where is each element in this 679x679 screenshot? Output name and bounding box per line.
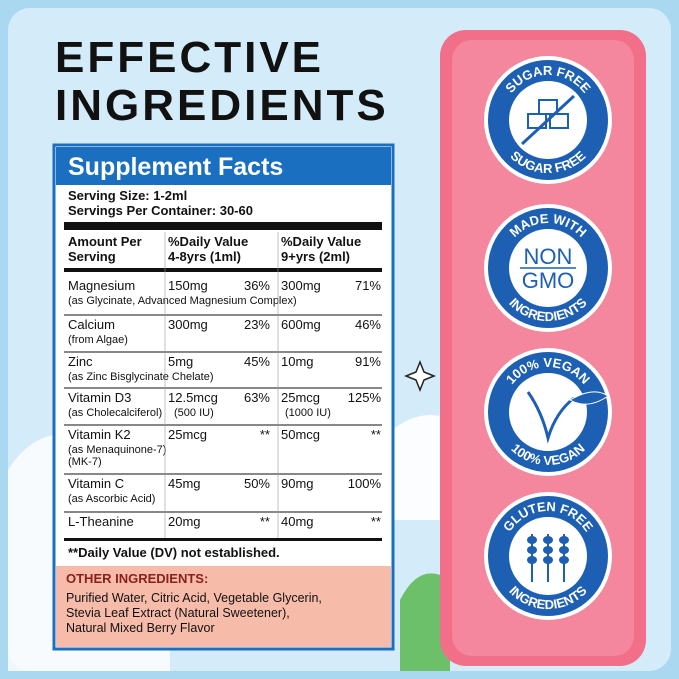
nutrient-note: (as Ascorbic Acid) — [68, 493, 155, 505]
amount: 50mcg — [281, 427, 320, 442]
wheat-grain — [543, 556, 553, 564]
daily-value: 100% — [348, 476, 382, 491]
column-header: 9+yrs (2ml) — [281, 249, 350, 264]
daily-value: ** — [371, 514, 381, 529]
nutrient-name: Zinc — [68, 354, 93, 369]
other-ingredients-bg — [56, 566, 391, 647]
no-sign — [520, 94, 576, 146]
daily-value: 91% — [355, 354, 381, 369]
wheat-grain — [527, 546, 537, 554]
amount: 300mg — [281, 278, 321, 293]
column-header: 4-8yrs (1ml) — [168, 249, 241, 264]
daily-value: ** — [371, 427, 381, 442]
nutrient-name: Magnesium — [68, 278, 135, 293]
nutrient-note: (from Algae) — [68, 334, 128, 346]
column-header: %Daily Value — [281, 234, 361, 249]
amount-note: (1000 IU) — [285, 407, 331, 419]
nutrient-name: Vitamin K2 — [68, 427, 131, 442]
nutrient-name: Vitamin C — [68, 476, 124, 491]
title: EFFECTIVE — [55, 33, 324, 82]
wheat-grain — [543, 546, 553, 554]
wheat-grain — [559, 556, 569, 564]
amount: 90mg — [281, 476, 314, 491]
amount: 150mg — [168, 278, 208, 293]
amount-note: (500 IU) — [174, 407, 214, 419]
daily-value: 36% — [244, 278, 270, 293]
facts-header-bar — [56, 147, 391, 185]
badge-center-text: NON — [524, 244, 573, 269]
footnote: **Daily Value (DV) not established. — [68, 545, 280, 560]
amount: 300mg — [168, 317, 208, 332]
badge-panel-inner — [452, 40, 634, 656]
other-ingredients-heading: OTHER INGREDIENTS: — [66, 571, 208, 586]
amount: 40mg — [281, 514, 314, 529]
facts-header: Supplement Facts — [68, 153, 283, 181]
nutrient-name: L-Theanine — [68, 514, 134, 529]
sugar-cube — [538, 99, 558, 115]
wheat-grain — [559, 536, 569, 544]
daily-value: 46% — [355, 317, 381, 332]
badge-panel — [440, 30, 646, 666]
other-ingredients-line: Purified Water, Citric Acid, Vegetable G… — [66, 591, 322, 605]
daily-value: 63% — [244, 390, 270, 405]
nutrient-note: (as Glycinate, Advanced Magnesium Comple… — [68, 295, 297, 307]
servings-per-container: Servings Per Container: 30-60 — [68, 203, 253, 218]
daily-value: ** — [260, 427, 270, 442]
vegan-v — [526, 391, 575, 444]
daily-value: 50% — [244, 476, 270, 491]
column-header: %Daily Value — [168, 234, 248, 249]
nutrient-note: (as Cholecalciferol) — [68, 407, 162, 419]
thick-rule — [64, 268, 382, 272]
nutrient-note: (as Zinc Bisglycinate Chelate) — [68, 371, 214, 383]
daily-value: ** — [260, 514, 270, 529]
amount: 25mcg — [168, 427, 207, 442]
daily-value: 23% — [244, 317, 270, 332]
serving-size: Serving Size: 1-2ml — [68, 188, 187, 203]
vegan-leaf — [568, 391, 609, 405]
title: INGREDIENTS — [55, 81, 389, 130]
daily-value: 71% — [355, 278, 381, 293]
daily-value: 45% — [244, 354, 270, 369]
nutrient-note: (MK-7) — [68, 456, 102, 468]
wheat-grain — [543, 536, 553, 544]
amount: 20mg — [168, 514, 201, 529]
amount: 5mg — [168, 354, 193, 369]
wheat-grain — [527, 556, 537, 564]
amount: 12.5mcg — [168, 390, 218, 405]
sugar-cube — [549, 113, 569, 129]
hill — [400, 573, 450, 671]
nutrient-name: Calcium — [68, 317, 115, 332]
column-header: Amount Per — [68, 234, 142, 249]
star — [403, 359, 437, 393]
daily-value: 125% — [348, 390, 382, 405]
wheat-grain — [559, 546, 569, 554]
nutrient-note: (as Menaquinone-7) — [68, 444, 166, 456]
wheat-grain — [527, 536, 537, 544]
column-header: Serving — [68, 249, 116, 264]
amount: 25mcg — [281, 390, 320, 405]
other-ingredients-line: Stevia Leaf Extract (Natural Sweetener), — [66, 606, 290, 620]
amount: 45mg — [168, 476, 201, 491]
amount: 600mg — [281, 317, 321, 332]
other-ingredients-line: Natural Mixed Berry Flavor — [66, 621, 215, 635]
thick-rule — [64, 538, 382, 541]
thick-rule — [64, 222, 382, 230]
amount: 10mg — [281, 354, 314, 369]
nutrient-name: Vitamin D3 — [68, 390, 131, 405]
badge-center-text: GMO — [522, 268, 575, 293]
